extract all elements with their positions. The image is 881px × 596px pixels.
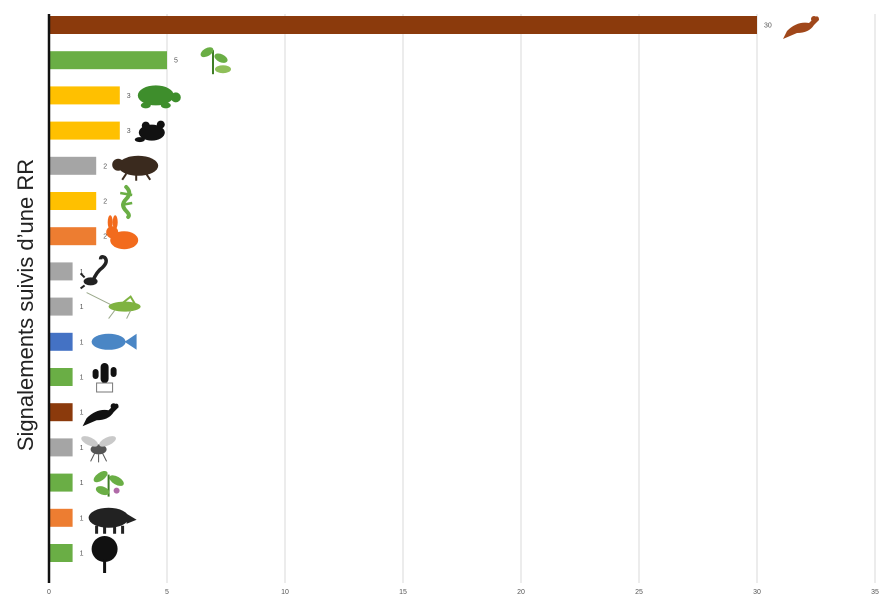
data-labels: 30 5 3 3 2 2 2 1 1 1 1 1 1 1 1 1 (80, 23, 772, 558)
data-label: 1 (80, 551, 84, 558)
bar (50, 16, 757, 34)
data-label: 1 (80, 304, 84, 311)
data-label: 3 (127, 128, 131, 135)
bar (50, 403, 73, 422)
fly-icon (81, 436, 116, 463)
bar (50, 368, 73, 386)
boar-icon (88, 507, 137, 534)
bar (50, 156, 97, 175)
bars (50, 16, 757, 562)
data-label: 1 (80, 445, 84, 452)
bar (50, 544, 73, 562)
x-tick-label: 25 (635, 589, 643, 596)
plant-icon (93, 470, 124, 497)
data-label: 30 (764, 23, 772, 30)
data-label: 1 (80, 480, 84, 487)
category-icons (79, 16, 819, 573)
data-label: 1 (80, 375, 84, 382)
data-label: 2 (103, 199, 107, 206)
data-label: 3 (127, 93, 131, 100)
x-tick-label: 15 (399, 589, 407, 596)
x-tick-label: 35 (871, 589, 879, 596)
bar (50, 86, 120, 105)
lizard-icon (119, 185, 133, 219)
x-tick-label: 20 (517, 589, 525, 596)
bar (50, 473, 73, 492)
data-label: 1 (80, 515, 84, 522)
data-label: 1 (80, 410, 84, 417)
data-label: 5 (174, 58, 178, 65)
data-label: 1 (80, 269, 84, 276)
bar (50, 227, 97, 246)
bar (50, 508, 73, 527)
grid-lines (166, 14, 876, 583)
plant-shoot-icon (200, 47, 231, 75)
data-label: 2 (103, 234, 107, 241)
bar (50, 332, 73, 351)
x-tick-label: 0 (47, 589, 51, 596)
bar (50, 192, 97, 210)
scorpion-icon (79, 254, 108, 290)
bar (50, 438, 73, 457)
bird-icon (82, 403, 119, 427)
y-axis-title: Signalements suivis d’une RR (13, 159, 38, 451)
tree-icon (91, 536, 118, 573)
grasshopper-icon (86, 292, 141, 319)
x-tick-label: 30 (753, 589, 761, 596)
cactus-icon (92, 363, 117, 393)
rabbit-icon (106, 215, 139, 250)
bar (50, 51, 167, 70)
fish-icon (91, 333, 137, 350)
x-tick-label: 10 (281, 589, 289, 596)
bird-icon (783, 16, 819, 39)
data-label: 2 (103, 163, 107, 170)
bar (50, 262, 73, 281)
bar (50, 121, 120, 140)
x-axis-ticks: 0 5 10 15 20 25 30 35 (47, 589, 879, 596)
beetle-icon (112, 155, 159, 181)
x-tick-label: 5 (165, 589, 169, 596)
bar (50, 297, 73, 316)
frog-icon (134, 120, 165, 143)
data-label: 1 (80, 339, 84, 346)
turtle-icon (137, 85, 181, 109)
